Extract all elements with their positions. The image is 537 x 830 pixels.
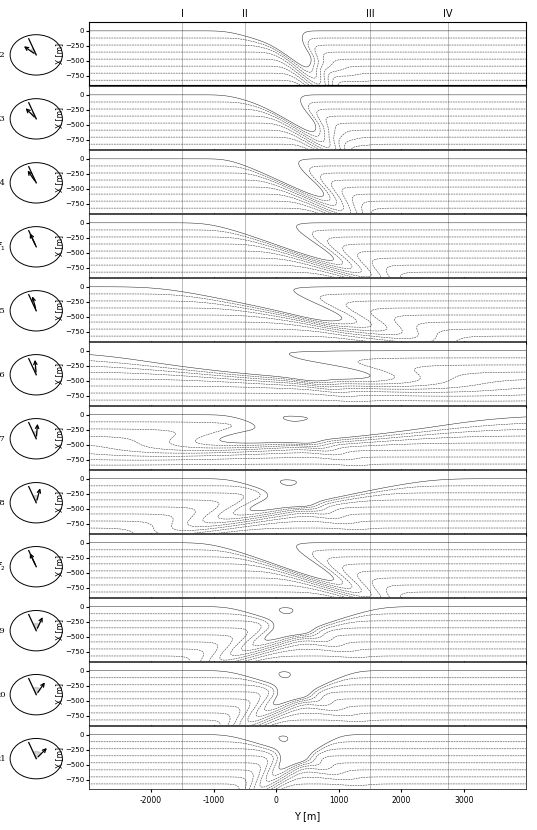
Text: $Ref_2$: $Ref_2$ <box>0 560 6 573</box>
Polygon shape <box>31 48 37 55</box>
Text: $Ref_1$: $Ref_1$ <box>0 241 6 253</box>
Y-axis label: X [m]: X [m] <box>55 427 64 447</box>
Polygon shape <box>33 623 39 631</box>
Y-axis label: X [m]: X [m] <box>55 299 64 320</box>
Text: 15: 15 <box>0 307 6 315</box>
Text: 20: 20 <box>0 691 6 699</box>
Polygon shape <box>32 177 37 183</box>
Polygon shape <box>31 112 37 119</box>
Polygon shape <box>33 432 37 439</box>
Text: 12: 12 <box>0 51 6 59</box>
Y-axis label: X [m]: X [m] <box>55 43 64 64</box>
Y-axis label: X [m]: X [m] <box>55 107 64 128</box>
Polygon shape <box>33 560 37 567</box>
X-axis label: Y [m]: Y [m] <box>294 811 321 821</box>
Text: 21: 21 <box>0 754 6 763</box>
Y-axis label: X [m]: X [m] <box>55 235 64 256</box>
Text: 18: 18 <box>0 499 6 507</box>
Text: 19: 19 <box>0 627 6 635</box>
Y-axis label: X [m]: X [m] <box>55 363 64 383</box>
Y-axis label: X [m]: X [m] <box>55 554 64 576</box>
Polygon shape <box>33 496 38 503</box>
Text: 17: 17 <box>0 435 6 442</box>
Text: 14: 14 <box>0 178 6 187</box>
Polygon shape <box>33 687 40 695</box>
Text: 13: 13 <box>0 115 6 123</box>
Y-axis label: X [m]: X [m] <box>55 171 64 192</box>
Polygon shape <box>33 241 37 247</box>
Text: 16: 16 <box>0 371 6 378</box>
Polygon shape <box>33 304 37 310</box>
Polygon shape <box>33 751 41 759</box>
Y-axis label: X [m]: X [m] <box>55 682 64 704</box>
Polygon shape <box>33 368 37 375</box>
Y-axis label: X [m]: X [m] <box>55 618 64 640</box>
Y-axis label: X [m]: X [m] <box>55 747 64 768</box>
Y-axis label: X [m]: X [m] <box>55 491 64 512</box>
